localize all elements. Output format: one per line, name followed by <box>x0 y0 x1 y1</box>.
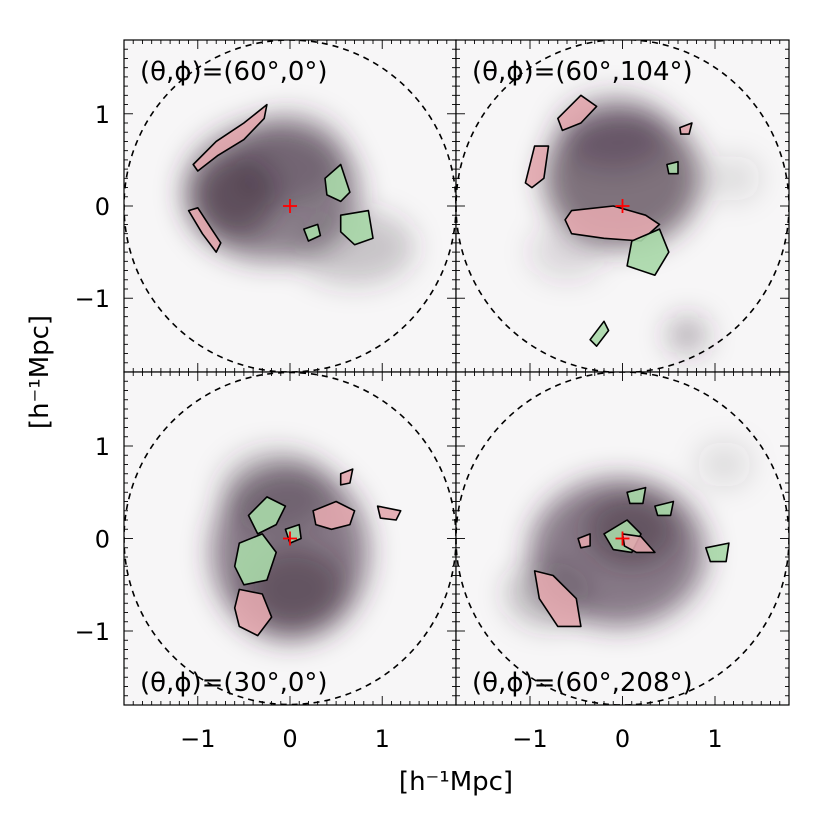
positive-contour <box>679 122 693 135</box>
panels-group: (θ,ϕ)=(60°,0°) (θ,ϕ)=(60°,104°) (θ,ϕ)=(30°… <box>123 39 790 706</box>
negative-contour <box>339 209 374 246</box>
density-blob <box>294 210 415 285</box>
x-tick-label: 0 <box>282 725 297 753</box>
panel-label: (θ,ϕ)=(60°,104°) <box>472 57 693 87</box>
x-tick-label: −1 <box>180 725 215 753</box>
density-blob <box>666 316 708 354</box>
x-tick-label: −1 <box>512 725 547 753</box>
positive-contour <box>376 505 402 521</box>
panel-3: (θ,ϕ)=(30°,0°) <box>123 371 457 706</box>
positive-contour <box>621 533 656 554</box>
panel-4: (θ,ϕ)=(60°,208°) <box>455 371 790 706</box>
negative-contour <box>324 163 351 203</box>
panel-content <box>456 40 789 372</box>
panel-2: (θ,ϕ)=(60°,104°) <box>455 39 790 373</box>
y-tick-label: 0 <box>95 526 110 554</box>
negative-contour <box>302 223 322 242</box>
x-tick-label: 1 <box>707 725 722 753</box>
positive-contour <box>577 533 591 549</box>
center-marker <box>283 199 297 213</box>
positive-contour <box>192 103 268 172</box>
y-tick-label: 0 <box>95 193 110 221</box>
panel-label: (θ,ϕ)=(30°,0°) <box>140 668 328 698</box>
positive-contour <box>312 500 356 531</box>
density-blob <box>220 450 332 534</box>
positive-contour <box>233 588 273 637</box>
density-blob <box>696 441 752 488</box>
panel-content <box>124 40 456 372</box>
panel-ticks <box>455 371 790 706</box>
panel-label: (θ,ϕ)=(60°,208°) <box>472 668 693 698</box>
x-tick-label: 0 <box>615 725 630 753</box>
positive-contour <box>524 145 550 189</box>
negative-contour <box>704 542 730 563</box>
center-marker <box>615 531 630 546</box>
panel-content <box>456 372 789 705</box>
panel-ticks <box>455 39 790 373</box>
axes-group: −1 0 1 −1 0 1 −1 0 1 −1 0 1 <box>75 101 723 753</box>
x-axis-title: [h⁻¹Mpc] <box>399 767 513 797</box>
panel-label: (θ,ϕ)=(60°,0°) <box>140 57 328 87</box>
panel-1: (θ,ϕ)=(60°,0°) <box>123 39 457 373</box>
positive-contour <box>556 94 598 132</box>
y-tick-label: 1 <box>95 101 110 129</box>
center-marker <box>283 531 297 546</box>
panel-ticks <box>123 39 457 373</box>
negative-contour <box>626 486 647 505</box>
negative-contour <box>626 228 670 277</box>
panel-content <box>124 372 456 705</box>
negative-contour <box>654 500 675 517</box>
panel-ticks <box>123 371 457 706</box>
positive-contour <box>339 468 354 486</box>
negative-contour <box>666 160 679 175</box>
density-blob <box>705 155 762 202</box>
positive-contour <box>187 207 222 253</box>
center-marker <box>615 199 630 213</box>
positive-contour <box>533 570 582 628</box>
negative-contour <box>233 533 278 586</box>
y-tick-label: −1 <box>75 285 110 313</box>
y-tick-label: −1 <box>75 618 110 646</box>
y-axis-title: [h⁻¹Mpc] <box>25 315 55 429</box>
y-tick-label: 1 <box>95 433 110 461</box>
density-blob <box>530 224 604 280</box>
negative-contour <box>247 496 287 535</box>
density-blob <box>234 113 346 206</box>
x-tick-label: 1 <box>375 725 390 753</box>
negative-contour <box>589 320 610 348</box>
